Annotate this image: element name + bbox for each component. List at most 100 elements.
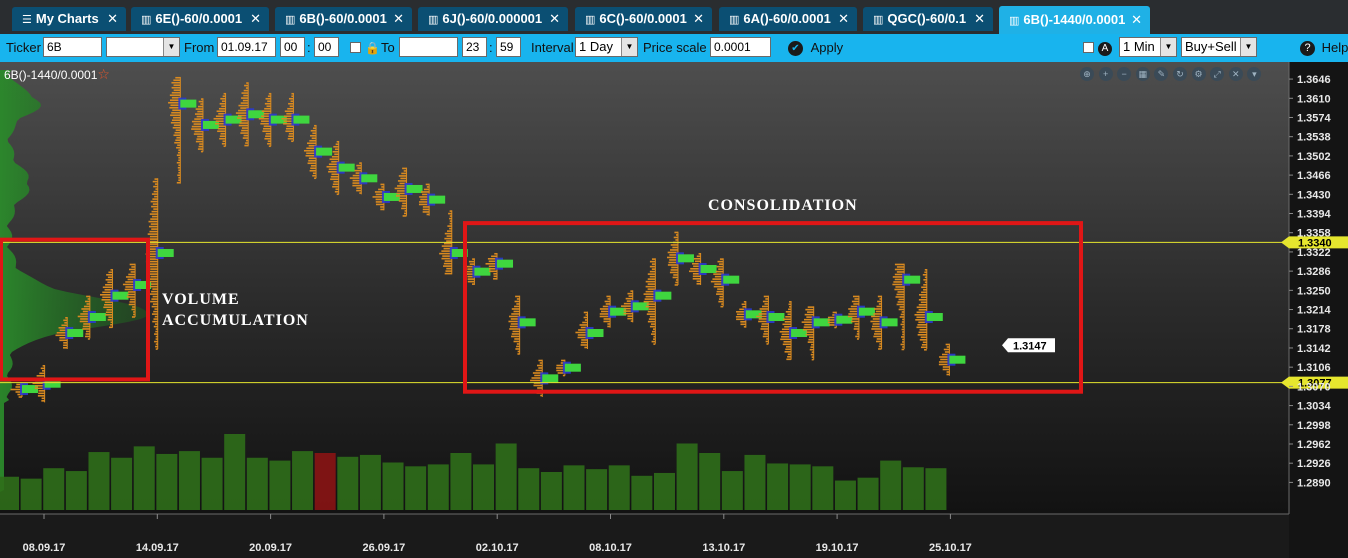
footprint-level — [328, 163, 339, 166]
footprint-level — [514, 305, 520, 308]
zoom-out-icon[interactable]: − — [1117, 67, 1132, 81]
footprint-level — [109, 326, 113, 329]
price-scale-input[interactable]: 0.0001 — [710, 37, 771, 57]
footprint-level — [736, 311, 746, 313]
footprint-level — [153, 325, 158, 328]
footprint-level — [310, 167, 317, 170]
level-line-label: 1.3340 — [1298, 237, 1332, 249]
footprint-level — [786, 346, 792, 348]
footprint-level — [147, 233, 158, 235]
grid-icon[interactable]: ▦ — [1135, 67, 1150, 81]
close-icon[interactable]: ✕ — [1131, 12, 1142, 27]
footprint-candle — [418, 183, 446, 216]
zoom-fit-icon[interactable]: ⊕ — [1080, 67, 1094, 81]
volume-bar — [314, 453, 336, 510]
footprint-level — [784, 326, 792, 328]
footprint-level — [763, 333, 769, 335]
help-button[interactable]: ? Help — [1300, 34, 1348, 62]
footprint-level — [380, 206, 384, 208]
footprint-candle — [801, 306, 830, 361]
tab-chart-6c[interactable]: ▥ 6C()-60/0.0001 ✕ — [575, 7, 712, 31]
chevron-down-icon[interactable]: ▼ — [163, 38, 179, 56]
from-minute-input[interactable]: 00 — [314, 37, 339, 57]
interval-value: 1 Day — [579, 39, 613, 54]
footprint-level — [851, 318, 859, 320]
ticker-input[interactable]: 6B — [43, 37, 102, 57]
tab-chart-qgc[interactable]: ▥ QGC()-60/0.1 ✕ — [863, 7, 993, 31]
footprint-poc — [677, 254, 694, 263]
footprint-level — [42, 370, 45, 372]
auto-scale-icon[interactable]: A — [1098, 34, 1112, 62]
close-icon[interactable]: ✕ — [1228, 67, 1243, 81]
footprint-level — [923, 278, 927, 281]
footprint-level — [39, 372, 45, 375]
tab-chart-6b-1440[interactable]: ▥ 6B()-1440/0.0001 ✕ — [999, 6, 1150, 34]
footprint-level — [648, 318, 656, 320]
footprint-level — [177, 166, 181, 169]
footprint-level — [854, 298, 859, 300]
footprint-level — [719, 258, 724, 260]
refresh-icon[interactable]: ↻ — [1172, 67, 1187, 81]
price-tick-label: 1.3322 — [1297, 247, 1331, 259]
tab-chart-6b-60[interactable]: ▥ 6B()-60/0.0001 ✕ — [275, 7, 412, 31]
footprint-level — [173, 124, 181, 127]
from-hour-input[interactable]: 00 — [280, 37, 305, 57]
footprint-level — [422, 206, 430, 208]
draw-icon[interactable]: ✎ — [1154, 67, 1169, 81]
expand-icon[interactable]: ⤢ — [1210, 67, 1225, 81]
footprint-poc — [429, 195, 446, 204]
volume-bar — [43, 468, 65, 510]
price-tick-label: 1.3466 — [1297, 170, 1331, 182]
option-checkbox[interactable] — [1083, 42, 1094, 53]
zoom-in-icon[interactable]: + — [1098, 67, 1113, 81]
footprint-level — [669, 259, 678, 261]
to-minute-input[interactable]: 59 — [496, 37, 521, 57]
chevron-down-icon[interactable]: ▼ — [621, 38, 637, 56]
footprint-level — [176, 146, 181, 149]
close-icon[interactable]: ✕ — [693, 11, 704, 26]
instrument-type-select[interactable]: ▼ — [106, 37, 180, 57]
tab-chart-6a[interactable]: ▥ 6A()-60/0.0001 ✕ — [719, 7, 857, 31]
footprint-level — [110, 321, 113, 324]
close-icon[interactable]: ✕ — [974, 11, 985, 26]
apply-button[interactable]: ✔ Apply — [788, 34, 843, 62]
footprint-level — [811, 356, 814, 358]
close-icon[interactable]: ✕ — [107, 11, 118, 26]
tab-chart-6j[interactable]: ▥ 6J()-60/0.000001 ✕ — [418, 7, 568, 31]
footprint-level — [148, 243, 158, 245]
footprint-poc — [248, 110, 265, 119]
favorite-star-icon[interactable]: ☆ — [97, 66, 110, 82]
footprint-level — [873, 313, 882, 315]
close-icon[interactable]: ✕ — [838, 11, 849, 26]
collapse-icon[interactable]: ▾ — [1247, 67, 1262, 81]
footprint-level — [901, 321, 905, 323]
to-date-input[interactable] — [399, 37, 458, 57]
chevron-down-icon[interactable]: ▼ — [1160, 38, 1176, 56]
settings-icon[interactable]: ⚙ — [1191, 67, 1206, 81]
to-enable-checkbox[interactable] — [350, 42, 361, 53]
from-date-input[interactable]: 01.09.17 — [217, 37, 276, 57]
volume-bar — [111, 457, 133, 510]
footprint-level — [197, 110, 203, 113]
footprint-level — [784, 321, 792, 323]
footprint-level — [918, 331, 927, 334]
to-hour-input[interactable]: 23 — [462, 37, 487, 57]
chart-area[interactable]: 1.3340 1.3077 1.3646 1.3610 1.3574 1.3538 1.3… — [0, 62, 1348, 558]
close-icon[interactable]: ✕ — [250, 11, 261, 26]
footprint-poc — [89, 313, 106, 322]
footprint-level — [651, 330, 656, 333]
chevron-down-icon[interactable]: ▼ — [1240, 38, 1256, 56]
close-icon[interactable]: ✕ — [549, 11, 560, 26]
timeframe-select[interactable]: 1 Min ▼ — [1119, 37, 1177, 57]
tab-chart-6e[interactable]: ▥ 6E()-60/0.0001 ✕ — [131, 7, 269, 31]
footprint-level — [56, 332, 68, 334]
volume-bar — [902, 467, 924, 510]
tab-my-charts[interactable]: ☰ My Charts ✕ — [12, 7, 126, 31]
close-icon[interactable]: ✕ — [393, 11, 404, 26]
side-select[interactable]: Buy+Sell ▼ — [1181, 37, 1257, 57]
footprint-level — [556, 369, 565, 372]
lock-icon[interactable]: 🔒 — [365, 41, 380, 55]
footprint-candle — [349, 162, 378, 195]
interval-select[interactable]: 1 Day ▼ — [575, 37, 638, 57]
